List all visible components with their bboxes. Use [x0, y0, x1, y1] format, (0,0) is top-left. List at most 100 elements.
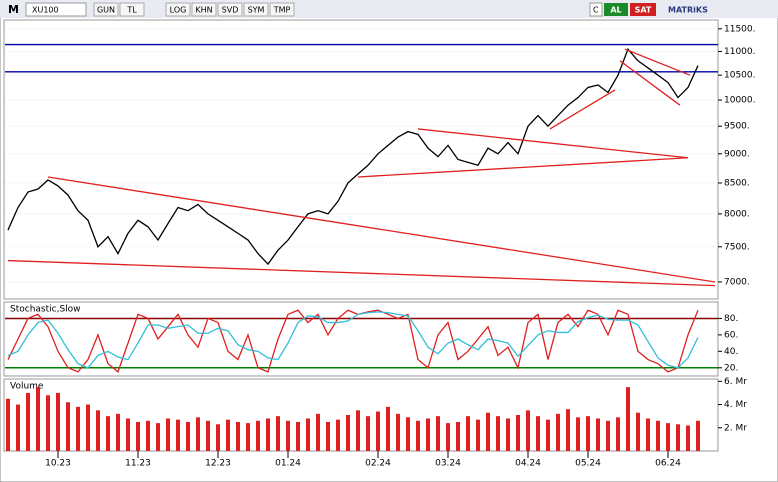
y-tick-label: 8500. — [724, 178, 750, 188]
symbol: XU100 — [32, 6, 59, 15]
bar — [326, 421, 330, 451]
c-box[interactable] — [589, 2, 603, 17]
buy-box[interactable] — [604, 3, 628, 16]
bar — [676, 424, 680, 451]
bar — [156, 423, 160, 451]
x-tick-label: 01.24 — [275, 459, 301, 469]
bar — [656, 420, 660, 451]
toolbar-button[interactable] — [269, 2, 295, 17]
bar — [226, 419, 230, 451]
stoch-panel — [3, 301, 719, 377]
y-tick-label: 2. Mr — [724, 423, 747, 433]
toolbar-label: TL — [126, 6, 137, 15]
toolbar-label: KHN — [195, 6, 212, 15]
bar — [626, 387, 630, 451]
c-button: C — [593, 6, 599, 15]
y-tick-label: 7500. — [724, 242, 750, 252]
bar — [646, 418, 650, 451]
bar — [696, 420, 700, 451]
bar — [146, 420, 150, 451]
bar — [496, 416, 500, 451]
toolbar-label: GUN — [97, 6, 115, 15]
bar — [6, 398, 10, 451]
toolbar-button[interactable] — [165, 2, 191, 17]
y-tick-label: 20. — [724, 363, 738, 373]
bar — [46, 395, 50, 451]
y-tick-label: 10500. — [724, 71, 756, 81]
trend-line — [624, 48, 691, 76]
symbol-box[interactable] — [25, 2, 87, 17]
bar — [176, 419, 180, 451]
y-tick-label: 6. Mr — [724, 377, 747, 387]
bar — [346, 415, 350, 451]
bar — [456, 421, 460, 451]
toolbar-button[interactable] — [119, 2, 145, 17]
bar — [566, 409, 570, 451]
data-line — [7, 47, 699, 266]
bar — [336, 419, 340, 451]
bar — [286, 420, 290, 451]
y-tick-label: 10000. — [724, 96, 756, 106]
bar — [206, 420, 210, 451]
bar — [596, 418, 600, 451]
bar — [486, 412, 490, 451]
bar — [416, 420, 420, 451]
bar — [246, 423, 250, 451]
toolbar-button[interactable] — [93, 2, 119, 17]
y-tick-label: 60. — [724, 330, 738, 340]
bar — [296, 421, 300, 451]
sell-button: SAT — [635, 6, 652, 15]
bar — [616, 417, 620, 451]
bar — [476, 419, 480, 451]
bar — [356, 410, 360, 451]
toolbar-button[interactable] — [191, 2, 217, 17]
data-line — [7, 309, 699, 373]
bar — [586, 416, 590, 451]
toolbar-button[interactable] — [217, 2, 243, 17]
bar — [266, 418, 270, 451]
bar — [56, 392, 60, 451]
bar — [256, 420, 260, 451]
x-tick-label: 03.24 — [435, 459, 461, 469]
bar — [426, 418, 430, 451]
bar — [106, 416, 110, 451]
data-line — [7, 311, 699, 369]
bar — [216, 424, 220, 451]
buy-button: AL — [610, 6, 621, 15]
bar — [536, 416, 540, 451]
panel-title: Volume — [10, 382, 44, 392]
bar — [166, 418, 170, 451]
bar — [396, 413, 400, 451]
y-tick-label: 80. — [724, 314, 738, 324]
toolbar-label: SVD — [222, 6, 239, 15]
brand: MATRiKS — [668, 6, 708, 15]
bar — [576, 417, 580, 451]
bar — [186, 421, 190, 451]
bar — [276, 416, 280, 451]
bar — [386, 406, 390, 451]
bar — [316, 413, 320, 451]
toolbar-label: LOG — [170, 6, 187, 15]
x-tick-label: 02.24 — [365, 459, 391, 469]
bar — [506, 418, 510, 451]
toolbar-button[interactable] — [243, 2, 269, 17]
bar — [636, 412, 640, 451]
sell-box[interactable] — [630, 3, 656, 16]
bar — [546, 419, 550, 451]
bar — [76, 406, 80, 451]
trend-line — [7, 259, 716, 287]
toolbar-label: TMP — [273, 6, 291, 15]
trend-line — [619, 60, 681, 106]
price-panel — [3, 19, 719, 300]
x-tick-label: 05.24 — [575, 459, 601, 469]
y-tick-label: 4. Mr — [724, 400, 747, 410]
bar — [306, 418, 310, 451]
bar — [126, 418, 130, 451]
x-tick-label: 12.23 — [205, 459, 231, 469]
bar — [666, 423, 670, 451]
bar — [136, 421, 140, 451]
bar — [686, 425, 690, 451]
trend-line — [549, 89, 616, 130]
bar — [196, 417, 200, 451]
